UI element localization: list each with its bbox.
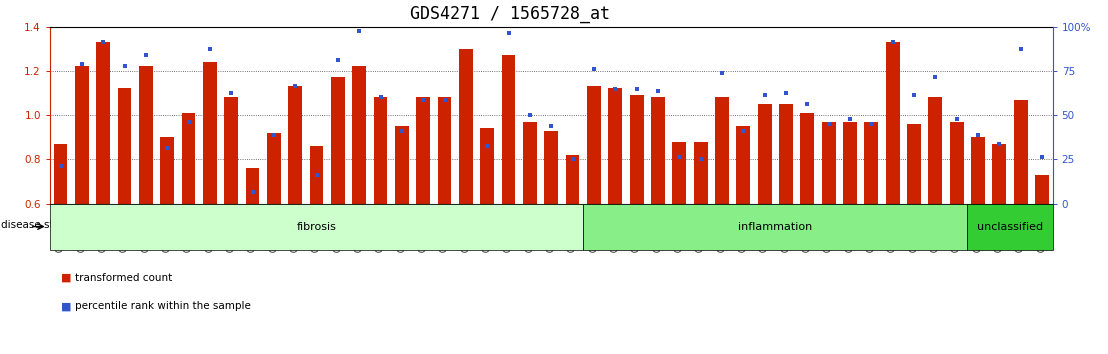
- Bar: [864, 122, 879, 204]
- Text: disease state: disease state: [1, 220, 71, 230]
- Bar: [117, 88, 132, 204]
- Bar: [394, 126, 409, 204]
- Bar: [779, 104, 793, 204]
- Bar: [288, 86, 302, 204]
- Bar: [75, 67, 89, 204]
- Bar: [993, 144, 1006, 204]
- Bar: [673, 142, 686, 204]
- Bar: [246, 168, 259, 204]
- Bar: [438, 97, 451, 204]
- Bar: [523, 122, 537, 204]
- Bar: [929, 97, 942, 204]
- Text: unclassified: unclassified: [977, 222, 1043, 232]
- Bar: [822, 122, 835, 204]
- Bar: [652, 97, 665, 204]
- Text: inflammation: inflammation: [738, 222, 812, 232]
- Bar: [565, 155, 579, 204]
- Bar: [737, 126, 750, 204]
- Bar: [907, 124, 921, 204]
- Bar: [373, 97, 388, 204]
- Text: percentile rank within the sample: percentile rank within the sample: [75, 301, 252, 311]
- Bar: [800, 113, 814, 204]
- Bar: [53, 144, 68, 204]
- Bar: [138, 67, 153, 204]
- Bar: [694, 142, 708, 204]
- Bar: [715, 97, 729, 204]
- Text: fibrosis: fibrosis: [297, 222, 337, 232]
- Bar: [267, 133, 280, 204]
- Bar: [224, 97, 238, 204]
- Bar: [480, 129, 494, 204]
- Bar: [352, 67, 366, 204]
- Bar: [182, 113, 195, 204]
- Bar: [331, 78, 345, 204]
- Bar: [950, 122, 964, 204]
- Bar: [1035, 175, 1049, 204]
- Bar: [1014, 99, 1027, 204]
- Bar: [843, 122, 856, 204]
- Bar: [161, 137, 174, 204]
- Bar: [587, 86, 601, 204]
- Bar: [96, 42, 110, 204]
- Bar: [608, 88, 623, 204]
- Text: ■: ■: [61, 301, 71, 311]
- Bar: [309, 146, 324, 204]
- Bar: [544, 131, 558, 204]
- Text: GDS4271 / 1565728_at: GDS4271 / 1565728_at: [410, 5, 609, 23]
- Bar: [971, 137, 985, 204]
- Text: ■: ■: [61, 273, 71, 283]
- Bar: [502, 55, 515, 204]
- Bar: [758, 104, 771, 204]
- Bar: [629, 95, 644, 204]
- Bar: [203, 62, 217, 204]
- Bar: [459, 48, 473, 204]
- Bar: [885, 42, 900, 204]
- Text: transformed count: transformed count: [75, 273, 173, 283]
- Bar: [417, 97, 430, 204]
